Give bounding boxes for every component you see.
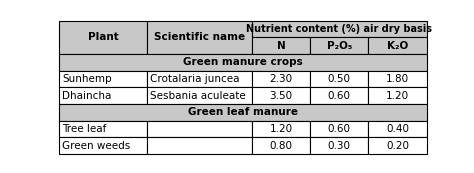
Text: Sesbania aculeate: Sesbania aculeate xyxy=(149,91,246,101)
Text: 2.30: 2.30 xyxy=(269,74,292,84)
Bar xyxy=(310,71,368,87)
Bar xyxy=(146,21,252,54)
Text: 1.20: 1.20 xyxy=(269,124,292,134)
Text: 3.50: 3.50 xyxy=(269,91,292,101)
Bar xyxy=(310,37,368,54)
Bar xyxy=(146,87,252,104)
Text: Green leaf manure: Green leaf manure xyxy=(188,107,298,117)
Text: Sunhemp: Sunhemp xyxy=(62,74,112,84)
Bar xyxy=(252,37,310,54)
Bar xyxy=(368,87,427,104)
Text: Green weeds: Green weeds xyxy=(62,141,130,151)
Text: P₂O₅: P₂O₅ xyxy=(327,41,352,51)
Text: Scientific name: Scientific name xyxy=(154,32,245,42)
Bar xyxy=(252,71,310,87)
Bar xyxy=(252,137,310,154)
Bar xyxy=(252,87,310,104)
Text: 0.80: 0.80 xyxy=(270,141,292,151)
Bar xyxy=(252,121,310,137)
Text: Tree leaf: Tree leaf xyxy=(62,124,107,134)
Bar xyxy=(59,21,146,54)
Text: 0.30: 0.30 xyxy=(328,141,351,151)
Bar xyxy=(59,54,427,71)
Text: 0.60: 0.60 xyxy=(328,91,351,101)
Text: Crotalaria juncea: Crotalaria juncea xyxy=(149,74,239,84)
Bar xyxy=(146,71,252,87)
Bar xyxy=(368,121,427,137)
Text: 0.50: 0.50 xyxy=(328,74,351,84)
Text: 0.20: 0.20 xyxy=(386,141,409,151)
Text: Nutrient content (%) air dry basis: Nutrient content (%) air dry basis xyxy=(246,24,432,34)
Text: Plant: Plant xyxy=(88,32,118,42)
Bar xyxy=(59,87,146,104)
Text: Dhaincha: Dhaincha xyxy=(62,91,111,101)
Bar xyxy=(310,87,368,104)
Text: 1.80: 1.80 xyxy=(386,74,409,84)
Text: 1.20: 1.20 xyxy=(386,91,409,101)
Text: Green manure crops: Green manure crops xyxy=(183,57,303,67)
Bar xyxy=(368,137,427,154)
Bar xyxy=(146,121,252,137)
Text: 0.40: 0.40 xyxy=(386,124,409,134)
Bar xyxy=(368,71,427,87)
Text: N: N xyxy=(277,41,285,51)
Bar xyxy=(59,71,146,87)
Bar xyxy=(146,137,252,154)
Bar xyxy=(310,121,368,137)
Bar xyxy=(252,21,427,37)
Bar xyxy=(59,121,146,137)
Text: K₂O: K₂O xyxy=(387,41,408,51)
Bar xyxy=(59,137,146,154)
Bar xyxy=(368,37,427,54)
Bar xyxy=(59,104,427,121)
Bar xyxy=(310,137,368,154)
Text: 0.60: 0.60 xyxy=(328,124,351,134)
